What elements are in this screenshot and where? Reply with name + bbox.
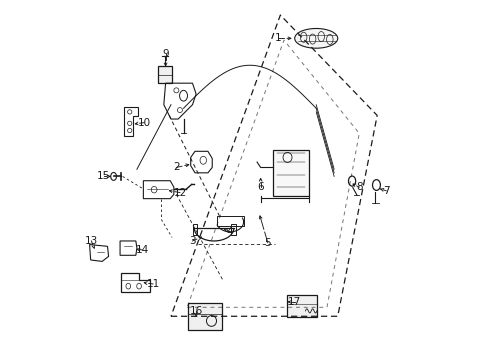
- Text: 2: 2: [173, 162, 179, 172]
- Text: 1: 1: [275, 33, 281, 43]
- Bar: [216, 216, 244, 226]
- Bar: [158, 66, 172, 83]
- Ellipse shape: [294, 28, 337, 48]
- Text: 9: 9: [162, 49, 168, 59]
- Text: 6: 6: [257, 182, 264, 192]
- Text: 16: 16: [189, 306, 203, 316]
- Bar: [273, 149, 308, 196]
- Text: 13: 13: [84, 236, 98, 246]
- Text: 10: 10: [137, 118, 150, 128]
- Bar: [187, 303, 222, 330]
- Bar: [192, 224, 196, 235]
- Text: 14: 14: [135, 245, 149, 255]
- Text: 3: 3: [189, 236, 195, 246]
- Text: 4: 4: [226, 227, 233, 237]
- Text: 17: 17: [287, 297, 301, 307]
- Text: 5: 5: [264, 238, 270, 248]
- Text: 8: 8: [355, 182, 362, 192]
- Bar: [286, 295, 317, 318]
- Bar: [231, 224, 235, 235]
- Text: 15: 15: [97, 171, 110, 181]
- Text: 12: 12: [173, 188, 186, 198]
- Text: 7: 7: [382, 186, 388, 196]
- Text: 11: 11: [146, 279, 160, 289]
